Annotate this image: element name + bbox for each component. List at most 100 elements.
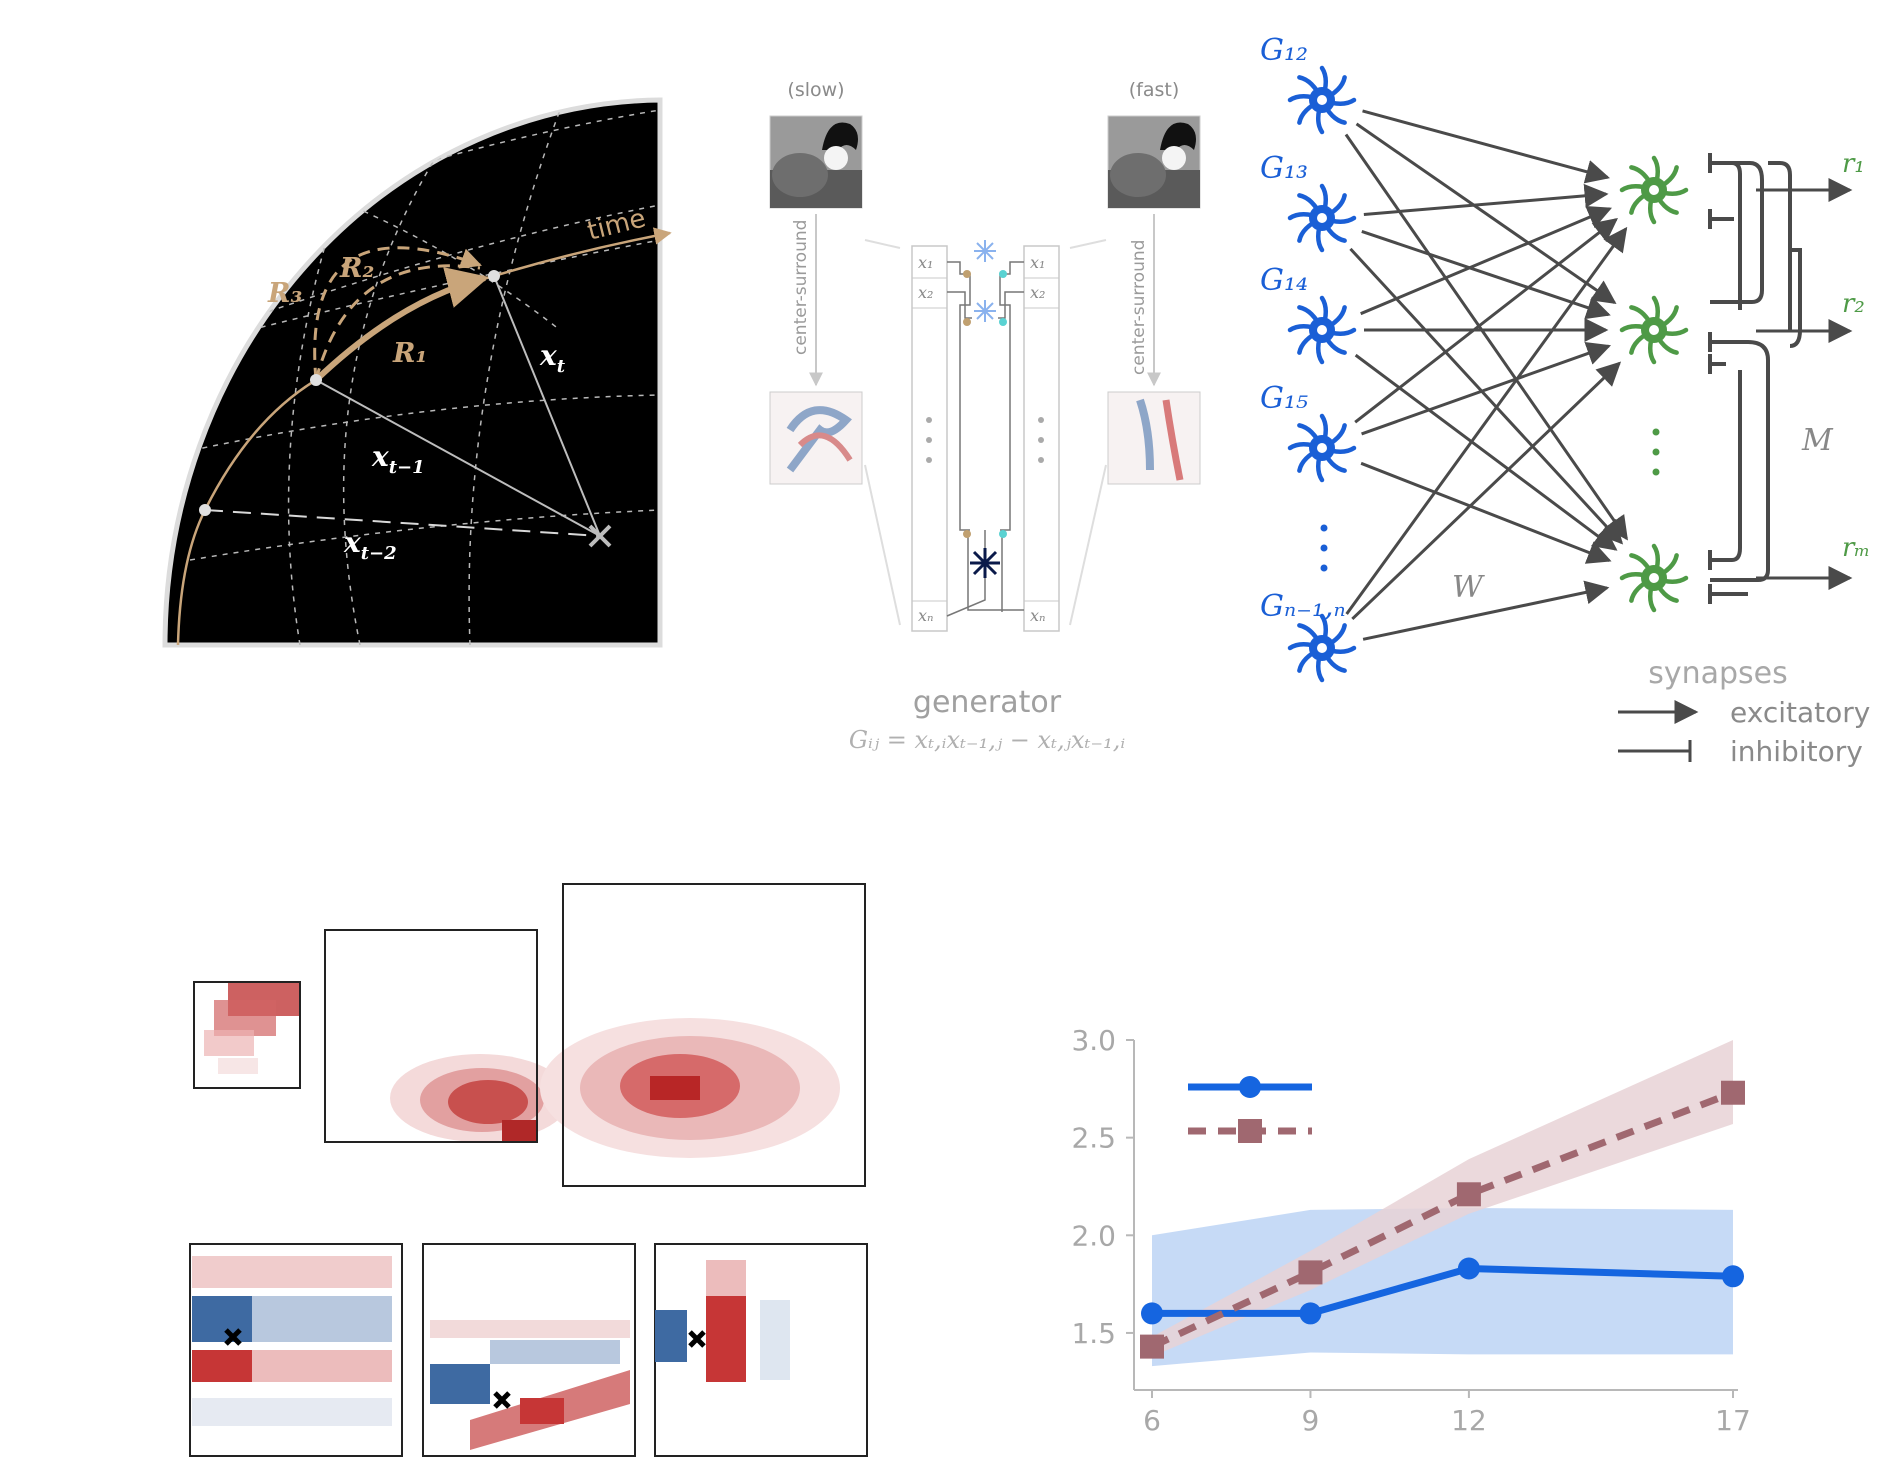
generator-neuron-icon — [1287, 65, 1357, 135]
y-tick-label: 3.0 — [1071, 1024, 1116, 1057]
generator-label: G₁₄ — [1260, 263, 1308, 298]
lateral-matrix-label: M — [1801, 423, 1834, 458]
rf-kernel-3 — [654, 1243, 868, 1457]
svg-text:xₙ: xₙ — [918, 606, 934, 625]
point-xt-1 — [310, 374, 322, 386]
lateral-inhibition-brackets — [1708, 153, 1803, 604]
generator-title: generator — [913, 685, 1062, 720]
xt-1-label: xt−1 — [371, 440, 425, 478]
x-tick-label: 6 — [1143, 1404, 1161, 1437]
data-point — [1721, 1080, 1745, 1105]
panel-e-line-chart: 1.5 2.0 2.5 3.0 6 9 12 17 — [1071, 1024, 1750, 1437]
generator-label: Gₙ₋₁,ₙ — [1260, 589, 1346, 624]
y-tick-label: 2.0 — [1071, 1219, 1116, 1252]
slow-label: (slow) — [787, 79, 844, 101]
rf-medium — [324, 929, 570, 1143]
synapse-edge — [1363, 183, 1609, 216]
fast-label: (fast) — [1129, 79, 1180, 101]
series-line — [1152, 1264, 1734, 1317]
synapse-edge — [1345, 226, 1628, 615]
point-xt-2 — [199, 504, 211, 516]
synapse-edge — [1361, 230, 1611, 320]
small-neuron-icon — [974, 240, 996, 322]
data-point — [1141, 1302, 1163, 1325]
point-xt — [488, 270, 500, 282]
svg-text:x₂: x₂ — [1030, 283, 1045, 302]
generator-formula: Gᵢⱼ = xₜ,ᵢxₜ₋₁,ⱼ − xₜ,ⱼxₜ₋₁,ᵢ — [849, 726, 1125, 754]
synapse-edge — [1362, 109, 1610, 184]
origin-cross — [588, 524, 612, 548]
slow-frame-image — [769, 115, 863, 209]
panel-d-receptive-fields — [189, 883, 868, 1457]
slow-filter-label: center-surround — [791, 220, 811, 355]
synapse-edge — [1360, 461, 1612, 564]
r3-label: R₃ — [267, 278, 302, 309]
rotation-r1-arrow — [313, 267, 490, 383]
series-line — [1150, 1089, 1735, 1350]
fast-filtered-image — [1107, 391, 1201, 485]
network-edges — [1344, 109, 1628, 641]
weight-matrix-label: W — [1452, 570, 1485, 605]
rf-small — [193, 981, 301, 1089]
x-tick-label: 12 — [1451, 1404, 1487, 1437]
confidence-band — [1152, 1207, 1733, 1367]
rf-center-cross-icon — [493, 1391, 511, 1409]
output-neuron-icon — [1619, 295, 1689, 365]
panel-c-network: G₁₂ G₁₃ G₁₄ G₁₅ Gₙ₋₁,ₙ W M r₁ r₂ rₘ synapses… — [1260, 33, 1870, 768]
rf-center-cross-icon — [224, 1328, 242, 1346]
generator-neuron-icon — [1287, 295, 1357, 365]
y-tick-label: 2.5 — [1071, 1122, 1116, 1155]
x-tick-label: 17 — [1715, 1404, 1751, 1437]
fast-filter-label: center-surround — [1129, 240, 1149, 375]
legend-marker — [1238, 1119, 1262, 1143]
rf-large — [540, 883, 866, 1187]
output-r1-label: r₁ — [1842, 149, 1865, 179]
slow-filtered-image — [769, 391, 863, 485]
active-generator-neuron-icon — [970, 548, 1000, 578]
svg-text:xₙ: xₙ — [1030, 606, 1046, 625]
generator-neuron-icon — [1287, 613, 1357, 683]
synapse-edge — [1355, 122, 1617, 305]
svg-text:x₁: x₁ — [918, 253, 933, 272]
generator-neuron-icon — [1287, 183, 1357, 253]
synapse-edge — [1354, 217, 1618, 424]
synapse-edge — [1360, 205, 1612, 316]
data-point — [1722, 1265, 1744, 1288]
y-tick-label: 1.5 — [1071, 1317, 1116, 1350]
synapses-title: synapses — [1648, 656, 1788, 691]
xt-label: xt — [539, 339, 566, 377]
svg-text:x₂: x₂ — [918, 283, 933, 302]
sphere-quadrant — [162, 97, 663, 648]
fast-frame-image — [1107, 115, 1201, 209]
data-point — [1456, 1182, 1481, 1207]
synapse-edge — [1362, 580, 1610, 641]
output-r2-label: r₂ — [1842, 289, 1865, 319]
svg-text:x₁: x₁ — [1030, 253, 1045, 272]
generator-neuron-icon — [1287, 413, 1357, 483]
panel-a-sphere: time R₃ R₂ R₁ xt xt−1 xt−2 — [162, 97, 672, 648]
data-point — [1299, 1302, 1322, 1325]
output-neuron-icon — [1619, 155, 1689, 225]
data-point — [1298, 1260, 1323, 1285]
rf-center-cross-icon — [688, 1330, 706, 1348]
data-point — [1457, 1257, 1480, 1280]
synapse-edge — [1354, 353, 1618, 551]
rf-kernel-1 — [189, 1243, 403, 1457]
generator-label: G₁₅ — [1260, 381, 1308, 416]
data-point — [1140, 1334, 1164, 1359]
r2-label: R₂ — [339, 253, 374, 284]
generator-wiring — [946, 261, 1024, 617]
panel-b-generator: (slow) (fast) center-surround center-sur… — [769, 79, 1201, 754]
synapse-edge — [1361, 342, 1612, 436]
xt-2-label: xt−2 — [343, 526, 397, 564]
legend-marker — [1239, 1076, 1261, 1098]
rf-kernel-2 — [422, 1243, 636, 1457]
generator-label: G₁₃ — [1260, 151, 1308, 186]
inhibitory-label: inhibitory — [1730, 735, 1863, 768]
output-neuron-icon — [1619, 543, 1689, 613]
excitatory-label: excitatory — [1730, 696, 1870, 729]
generator-label: G₁₂ — [1260, 33, 1308, 68]
inhibitory-legend-bar — [1618, 740, 1692, 762]
output-rm-label: rₘ — [1842, 533, 1870, 563]
x-tick-label: 9 — [1302, 1404, 1320, 1437]
